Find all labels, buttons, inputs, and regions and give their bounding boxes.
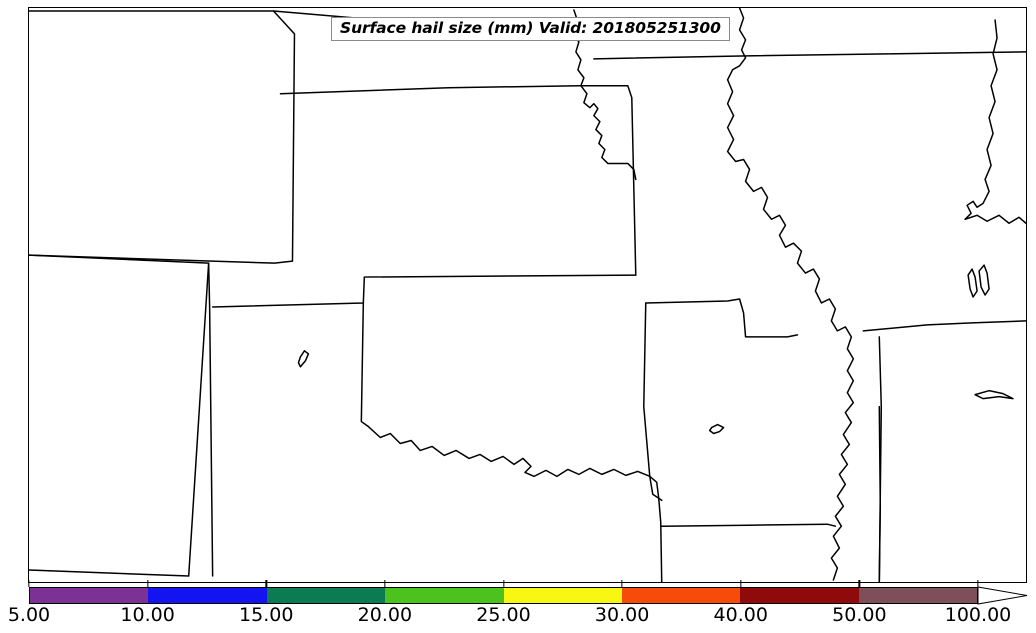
colorbar: 5.00 10.00 15.00 20.00 25.00 30.00 40.00 50.00 1… bbox=[8, 580, 1028, 625]
lake-kentucky bbox=[978, 264, 990, 296]
colorbar-segment-4 bbox=[503, 588, 622, 603]
colorbar-tick-label-0: 5.00 bbox=[7, 604, 51, 626]
colorbar-extend-max-arrow bbox=[977, 586, 1028, 605]
colorbar-tick-label-1: 10.00 bbox=[120, 604, 175, 626]
colorbar-tick-label-3: 20.00 bbox=[357, 604, 413, 626]
border-red-river bbox=[367, 425, 660, 500]
colorbar-segment-5 bbox=[621, 588, 741, 603]
colorbar-segment-2 bbox=[266, 588, 386, 603]
river-mississippi-upper bbox=[726, 8, 855, 581]
river-ohio bbox=[964, 214, 1026, 224]
river-wabash bbox=[964, 19, 998, 221]
colorbar-segment-1 bbox=[148, 588, 267, 603]
colorbar-tick-label-2: 15.00 bbox=[239, 604, 294, 626]
colorbar-gradient-strip bbox=[29, 587, 978, 604]
colorbar-tick-label-8: 100.00 bbox=[944, 604, 1012, 626]
colorbar-tick-label-4: 25.00 bbox=[476, 604, 531, 626]
colorbar-segment-7 bbox=[858, 588, 977, 603]
map-title-text: Surface hail size (mm) Valid: 2018052513… bbox=[340, 19, 721, 38]
colorbar-segment-3 bbox=[385, 588, 504, 603]
colorbar-tick-label-6: 40.00 bbox=[713, 604, 768, 626]
state-arkansas-west bbox=[643, 302, 663, 502]
colorbar-tick-label-7: 50.00 bbox=[832, 604, 887, 626]
lake-tennessee-south bbox=[974, 389, 1014, 400]
state-kansas-north bbox=[279, 84, 637, 276]
state-texas-east bbox=[657, 497, 663, 582]
state-mississippi-east bbox=[878, 405, 882, 582]
colorbar-segment-6 bbox=[740, 588, 859, 603]
state-kentucky-south bbox=[862, 320, 1026, 332]
map-axes bbox=[28, 7, 1027, 583]
state-arkansas-north bbox=[645, 298, 799, 338]
colorbar-segment-0 bbox=[30, 588, 149, 603]
lake-arkansas bbox=[708, 423, 725, 435]
state-iowa-north bbox=[593, 51, 1026, 60]
state-colorado bbox=[29, 10, 296, 264]
state-newmexico bbox=[29, 254, 210, 577]
state-louisiana-north bbox=[660, 523, 837, 527]
lake-meredith bbox=[297, 350, 310, 368]
map-geometry-layer bbox=[29, 8, 1026, 582]
river-missouri bbox=[572, 9, 637, 181]
state-texas-panhandle bbox=[207, 262, 214, 577]
state-kansas-south bbox=[211, 274, 637, 308]
map-title-box: Surface hail size (mm) Valid: 2018052513… bbox=[331, 17, 730, 41]
lake-reelfoot bbox=[967, 268, 978, 298]
colorbar-tick-labels: 5.00 10.00 15.00 20.00 25.00 30.00 40.00 50.00 1… bbox=[8, 604, 1011, 632]
state-oklahoma-east bbox=[360, 302, 370, 428]
colorbar-tick-label-5: 30.00 bbox=[594, 604, 650, 626]
